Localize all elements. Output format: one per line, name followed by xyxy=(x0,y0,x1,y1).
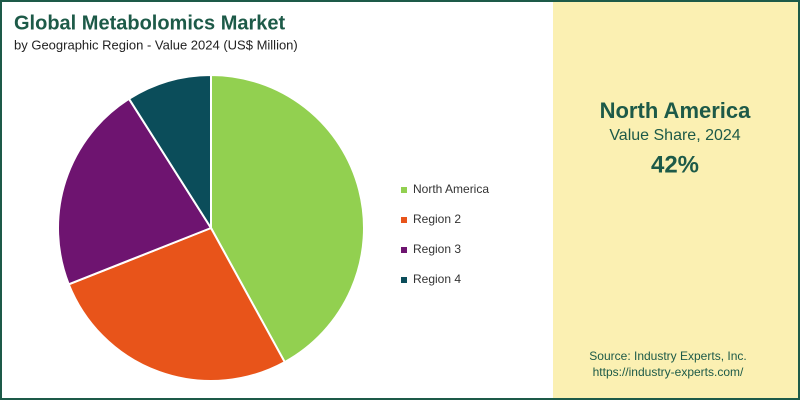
legend-swatch xyxy=(401,247,407,253)
sidebar xyxy=(553,2,798,398)
legend-swatch xyxy=(401,277,407,283)
legend-label: North America xyxy=(413,182,489,196)
chart-title: Global Metabolomics Market xyxy=(14,12,286,34)
highlight-title: North America xyxy=(600,98,752,123)
legend-swatch xyxy=(401,187,407,193)
source: Source: Industry Experts, Inc. xyxy=(589,349,746,363)
legend-label: Region 3 xyxy=(413,242,461,256)
source-url: https://industry-experts.com/ xyxy=(593,365,744,379)
legend-label: Region 4 xyxy=(413,272,461,286)
pie-slice xyxy=(210,73,365,364)
pie-slice xyxy=(127,73,212,232)
legend-swatch xyxy=(401,217,407,223)
pie-slice xyxy=(67,226,287,382)
pie-slice xyxy=(57,97,213,286)
pie xyxy=(57,73,365,382)
highlight-value: 42% xyxy=(651,151,699,178)
highlight-subtitle: Value Share, 2024 xyxy=(609,127,740,144)
chart-subtitle: by Geographic Region - Value 2024 (US$ M… xyxy=(14,37,298,52)
legend: North America Region 2 Region 3 Region 4 xyxy=(401,182,489,286)
legend-label: Region 2 xyxy=(413,212,461,226)
